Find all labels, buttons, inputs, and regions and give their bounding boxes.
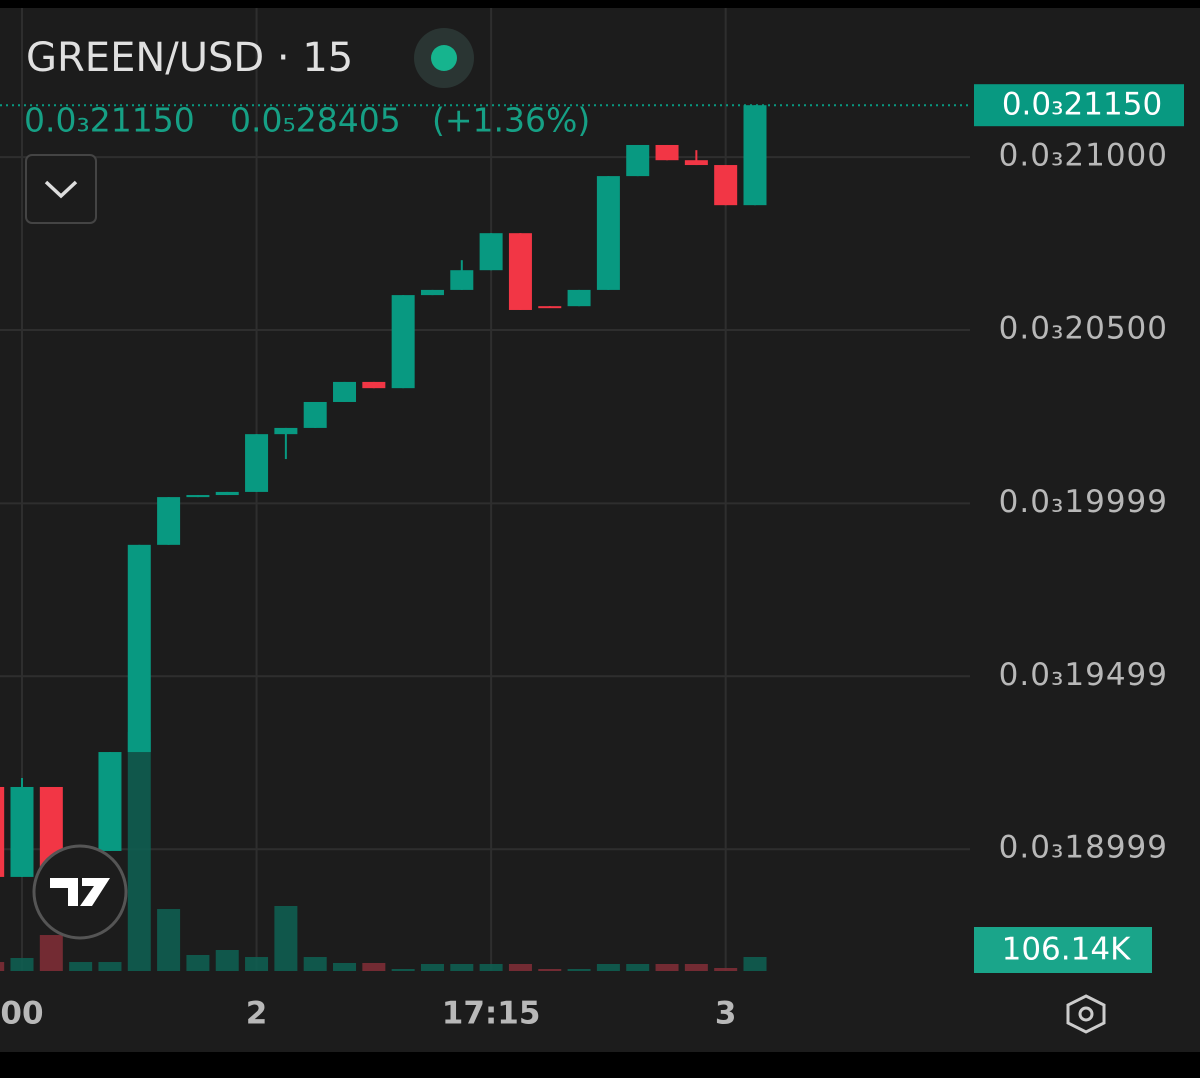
candle-body xyxy=(420,289,444,296)
volume-bar xyxy=(274,905,298,971)
y-tick-label: 0.0₃18999 xyxy=(999,830,1168,866)
candle-body xyxy=(157,497,181,545)
candle-body xyxy=(714,165,738,206)
volume-layer xyxy=(0,732,767,971)
volume-bar xyxy=(69,962,93,971)
volume-bar xyxy=(0,962,5,971)
volume-bar xyxy=(508,963,532,971)
chevron-icon xyxy=(44,180,78,199)
legend-change-pct: (+1.36%) xyxy=(432,101,590,140)
candle-body xyxy=(743,105,767,206)
volume-bar xyxy=(245,957,269,971)
live-indicator xyxy=(431,45,457,71)
volume-bar xyxy=(333,963,357,971)
volume-bar xyxy=(479,963,503,971)
volume-bar xyxy=(98,962,122,971)
volume-bar xyxy=(450,963,474,971)
volume-bar xyxy=(186,954,210,971)
y-tick-label: 0.0₃21000 xyxy=(999,138,1168,174)
last-price-label: 0.0₃21150 xyxy=(1002,87,1162,123)
candle-body xyxy=(274,427,298,435)
candle-body xyxy=(684,160,708,166)
logo-button[interactable] xyxy=(32,844,128,940)
candle-body xyxy=(626,144,650,177)
candle-body xyxy=(0,786,5,877)
candle-body xyxy=(450,270,474,290)
volume-bar xyxy=(714,968,738,971)
candle-body xyxy=(333,381,357,402)
x-tick-label: 17:15 xyxy=(442,996,541,1032)
candle-body xyxy=(508,233,532,310)
volume-bar xyxy=(596,963,620,971)
candle-body xyxy=(303,401,327,428)
volume-label: 106.14K xyxy=(1002,932,1131,968)
volume-bar xyxy=(157,909,181,971)
volume-bar xyxy=(684,963,708,971)
candle-body xyxy=(10,786,34,877)
x-tick-label: 3 xyxy=(715,996,737,1032)
volume-bar xyxy=(215,950,239,971)
candle-body xyxy=(596,176,620,290)
volume-bar xyxy=(362,963,386,971)
volume-bar xyxy=(39,935,63,971)
candle-body xyxy=(186,495,210,498)
legend-close: 0.0₃21150 xyxy=(24,101,195,140)
candle-layer xyxy=(0,105,767,877)
candle-body xyxy=(362,381,386,389)
volume-bar xyxy=(655,963,679,971)
symbol-title: GREEN/USD · 15 xyxy=(26,35,353,81)
volume-bar xyxy=(626,963,650,971)
settings-button[interactable] xyxy=(1066,994,1106,1034)
candle-body xyxy=(538,306,562,309)
volume-bar xyxy=(420,963,444,971)
candle-body xyxy=(127,544,151,753)
candle-body xyxy=(567,289,591,307)
settings-icon xyxy=(1078,1006,1094,1022)
volume-bar xyxy=(743,956,767,971)
candle-body xyxy=(39,786,63,870)
legend-change: 0.0₅28405 xyxy=(230,101,401,140)
candle-body xyxy=(655,144,679,161)
volume-bar xyxy=(567,968,591,971)
volume-bar xyxy=(391,968,415,971)
logo-icon xyxy=(50,878,110,906)
volume-bar xyxy=(10,957,34,971)
last-price-badge xyxy=(974,84,1184,127)
candle-body xyxy=(98,752,122,851)
candle-body xyxy=(245,434,269,492)
x-tick-label: 00 xyxy=(0,996,43,1032)
candle-body xyxy=(215,491,239,496)
y-tick-label: 0.0₃19499 xyxy=(999,657,1168,693)
candle-body xyxy=(479,233,503,271)
volume-badge xyxy=(974,927,1152,973)
y-tick-label: 0.0₃20500 xyxy=(999,311,1168,347)
y-tick-label: 0.0₃19999 xyxy=(999,484,1168,520)
candle-body xyxy=(391,295,415,389)
volume-bar xyxy=(303,957,327,971)
volume-bar xyxy=(127,732,151,971)
volume-bar xyxy=(538,968,562,971)
collapse-button[interactable] xyxy=(25,154,97,224)
x-tick-label: 2 xyxy=(246,996,268,1032)
label-layer: 0.0₃21000 0.0₃20500 0.0₃19999 0.0₃19499 0.0₃… xyxy=(0,84,1184,1032)
